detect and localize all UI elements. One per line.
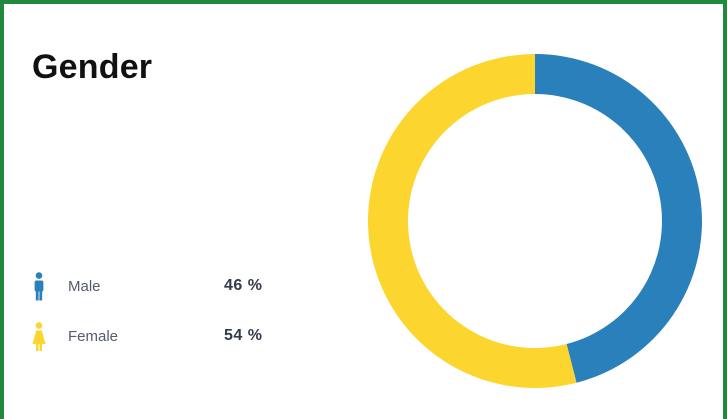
legend-item-male: Male 46 % [32,272,282,302]
donut-slice-male [535,54,702,383]
legend-label-female: Female [68,328,119,345]
legend-item-female: Female 54 % [32,322,282,352]
female-person-icon [32,322,46,351]
gender-donut-chart [367,54,702,389]
male-person-icon [34,272,44,301]
legend-label-male: Male [68,278,101,295]
legend-value-male: 46 % [224,277,263,294]
donut-slice-female [367,54,577,389]
legend-value-female: 54 % [224,327,263,344]
card-title: Gender [32,48,153,86]
gender-card: Gender Male 46 % Female 54 % [8,8,719,419]
